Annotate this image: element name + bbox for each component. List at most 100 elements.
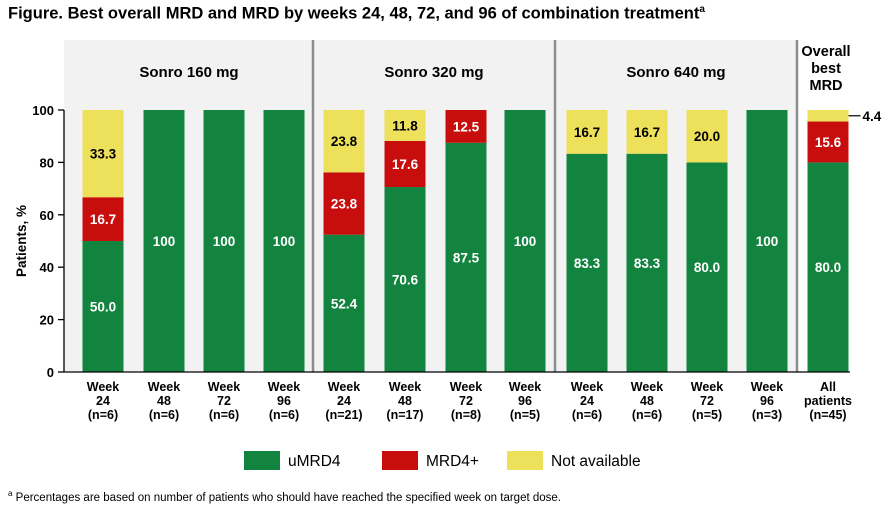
bar-12-umrd4 [746,110,788,372]
category-label-1-line-3: (n=6) [88,408,118,422]
category-label-6-line-3: (n=17) [386,408,423,422]
bar-5-not-available [323,110,365,173]
category-label-6-line-1: Week [389,380,421,394]
data-label-7-1: 87.5 [453,250,480,265]
category-label-9-line-2: 24 [580,394,594,408]
bar-6-umrd4 [384,187,426,372]
group-label-2: Sonro 320 mg [384,64,483,81]
category-label-7-line-1: Week [450,380,482,394]
data-label-11-1: 80.0 [694,260,720,275]
bar-10-not-available [626,110,668,154]
data-label-1-1: 50.0 [90,300,116,315]
stacked-bar-chart: Sonro 160 mg Sonro 320 mg Sonro 640 mg Over… [14,40,882,470]
footnote: a Percentages are based on number of pat… [8,489,561,504]
category-label-12-line-3: (n=3) [752,408,782,422]
data-label-5-2: 23.8 [331,197,358,212]
y-tick-label-60: 60 [40,208,54,223]
category-label-4-line-3: (n=6) [269,408,299,422]
bar-5-mrd4- [323,172,365,235]
bar-4-umrd4 [263,110,305,372]
category-label-2-line-2: 48 [157,394,171,408]
group-label-overall-line-1: Overall [801,44,850,60]
bar-13-mrd4- [807,121,849,163]
group-label-3: Sonro 640 mg [626,64,725,81]
data-label-6-3: 11.8 [392,118,418,133]
footnote-text: Percentages are based on number of patie… [15,491,561,504]
legend-label-3: Not available [551,453,641,470]
category-label-3-line-3: (n=6) [209,408,239,422]
category-label-12-line-2: 96 [760,394,774,408]
y-tick-label-80: 80 [40,155,54,170]
group-label-1: Sonro 160 mg [139,64,238,81]
category-label-8-line-3: (n=5) [510,408,540,422]
data-label-9-3: 16.7 [574,125,600,140]
bar-13-not-available [807,110,849,122]
category-label-9-line-1: Week [571,380,603,394]
chart-title-text: Figure. Best overall MRD and MRD by week… [8,4,700,23]
legend-swatch-1 [244,451,280,470]
category-label-13-line-3: (n=45) [809,408,846,422]
callout-label-1: 4.4 [863,109,882,124]
category-label-10-line-2: 48 [640,394,654,408]
category-label-5-line-3: (n=21) [325,408,362,422]
category-label-6-line-2: 48 [398,394,412,408]
bar-6-mrd4- [384,140,426,188]
category-label-13-line-2: patients [804,394,852,408]
category-label-12-line-1: Week [751,380,783,394]
bar-9-umrd4 [566,153,608,372]
data-label-12-1: 100 [756,234,779,249]
data-label-1-3: 33.3 [90,147,117,162]
category-label-4-line-1: Week [268,380,300,394]
y-tick-label-0: 0 [47,365,54,380]
bar-7-mrd4- [445,110,487,143]
category-label-8-line-1: Week [509,380,541,394]
bar-5-umrd4 [323,234,365,372]
bar-11-not-available [686,110,728,163]
category-label-13-line-1: All [820,380,836,394]
legend-label-2: MRD4+ [426,453,479,470]
category-label-5-line-1: Week [328,380,360,394]
legend-label-1: uMRD4 [288,453,341,470]
category-label-9-line-3: (n=6) [572,408,602,422]
y-tick-label-40: 40 [40,260,54,275]
category-label-7-line-3: (n=8) [451,408,481,422]
category-label-3-line-2: 72 [217,394,231,408]
legend-swatch-2 [382,451,418,470]
bar-1-umrd4 [82,241,124,372]
category-label-10-line-3: (n=6) [632,408,662,422]
category-label-7-line-2: 72 [459,394,473,408]
category-label-11-line-2: 72 [700,394,714,408]
data-label-7-2: 12.5 [453,119,480,134]
data-label-4-1: 100 [273,234,296,249]
data-label-11-3: 20.0 [694,129,720,144]
y-tick-label-20: 20 [40,313,54,328]
bar-10-umrd4 [626,153,668,372]
data-label-5-3: 23.8 [331,134,358,149]
data-label-3-1: 100 [213,234,236,249]
bar-1-mrd4- [82,197,124,241]
bar-11-umrd4 [686,162,728,372]
bar-3-umrd4 [203,110,245,372]
bar-13-umrd4 [807,162,849,372]
category-label-10-line-1: Week [631,380,663,394]
footnote-mark: a [8,489,13,498]
category-label-8-line-2: 96 [518,394,532,408]
data-label-10-3: 16.7 [634,125,660,140]
data-label-13-1: 80.0 [815,260,841,275]
bar-9-not-available [566,110,608,154]
legend-swatch-3 [507,451,543,470]
data-label-9-1: 83.3 [574,256,601,271]
group-label-overall-line-2: best [811,61,841,77]
data-label-5-1: 52.4 [331,296,358,311]
category-label-5-line-2: 24 [337,394,351,408]
bar-2-umrd4 [143,110,185,372]
chart-title: Figure. Best overall MRD and MRD by week… [8,4,705,24]
category-label-2-line-3: (n=6) [149,408,179,422]
data-label-6-2: 17.6 [392,157,419,172]
category-label-1-line-1: Week [87,380,119,394]
y-tick-label-100: 100 [32,103,54,118]
data-label-10-1: 83.3 [634,256,661,271]
bar-1-not-available [82,110,124,198]
bar-6-not-available [384,110,426,141]
y-axis-title: Patients, % [14,205,29,277]
